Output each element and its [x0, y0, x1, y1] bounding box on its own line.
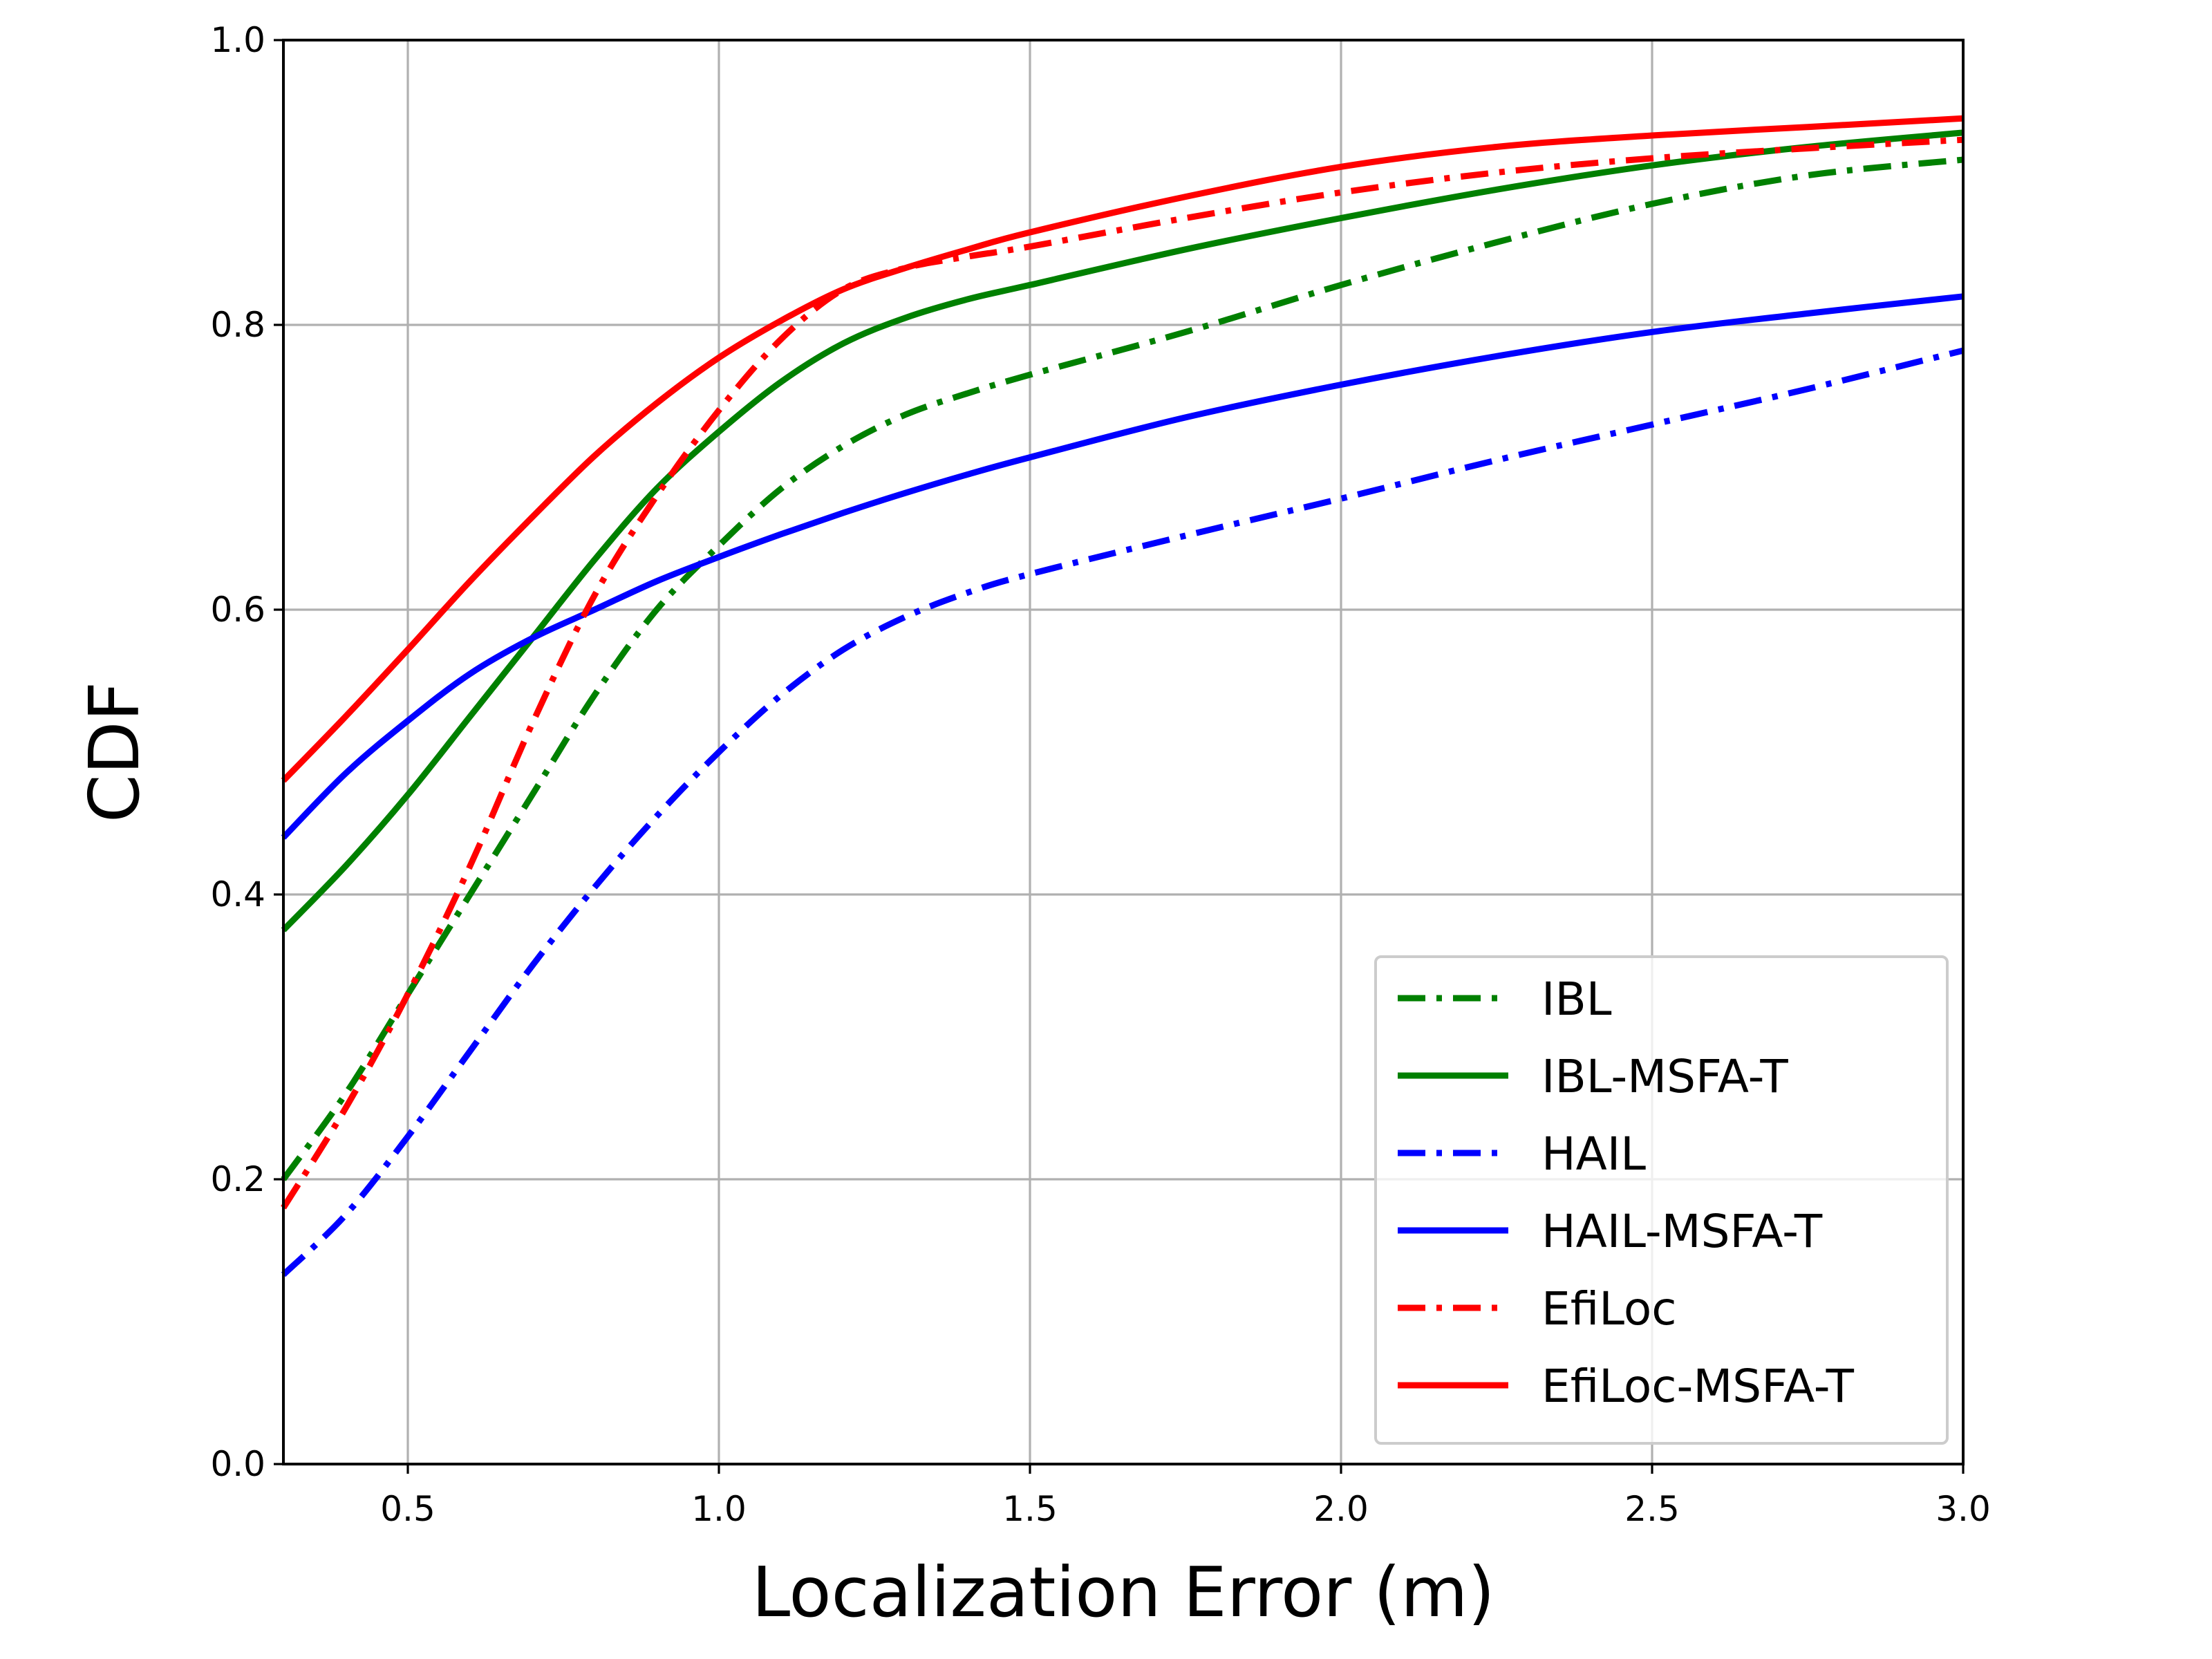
- legend-label: IBL-MSFA-T: [1541, 1050, 1788, 1103]
- series-line-ibl: [281, 156, 1964, 1181]
- legend-item-ibl-msfa-t: IBL-MSFA-T: [1398, 1050, 1788, 1103]
- axis-ticks: 0.5 1.0 1.5 2.0 2.5 3.0 0.0 0.2 0.4 0.6 0.8 1.0: [210, 20, 1990, 1529]
- legend-label: HAIL-MSFA-T: [1541, 1205, 1823, 1258]
- legend-label: IBL: [1541, 973, 1612, 1026]
- legend-label: EfiLoc-MSFA-T: [1541, 1360, 1855, 1413]
- y-axis-title: CDF: [74, 682, 155, 823]
- x-tick-label: 3.0: [1936, 1489, 1991, 1529]
- y-tick-label: 0.2: [210, 1159, 265, 1199]
- legend: IBL IBL-MSFA-T HAIL HAIL-MSFA-T EfiLoc EfiLoc…: [1374, 955, 1949, 1445]
- y-tick-label: 0.0: [210, 1444, 265, 1484]
- y-tick-label: 0.6: [210, 590, 265, 630]
- x-tick-label: 1.5: [1002, 1489, 1058, 1529]
- x-axis-title: Localization Error (m): [751, 1552, 1494, 1633]
- y-tick-label: 0.8: [210, 305, 265, 345]
- legend-items: IBL IBL-MSFA-T HAIL HAIL-MSFA-T EfiLoc EfiLoc…: [1398, 973, 1855, 1413]
- series-lines: [281, 115, 1965, 1277]
- legend-box: [1374, 955, 1949, 1445]
- legend-item-hail-msfa-t: HAIL-MSFA-T: [1398, 1205, 1823, 1258]
- x-tick-label: 2.0: [1313, 1489, 1369, 1529]
- y-tick-label: 0.4: [210, 874, 265, 915]
- series-line-efiloc-msfa-t: [281, 115, 1964, 783]
- y-tick-label: 1.0: [210, 20, 265, 60]
- legend-item-ibl: IBL: [1398, 973, 1612, 1026]
- series-line-hail: [281, 347, 1965, 1277]
- legend-item-efiloc: EfiLoc: [1398, 1282, 1677, 1335]
- series-line-hail-msfa-t: [281, 293, 1964, 840]
- x-tick-label: 2.5: [1624, 1489, 1680, 1529]
- x-tick-label: 1.0: [691, 1489, 747, 1529]
- legend-item-hail: HAIL: [1398, 1127, 1646, 1181]
- plot-frame: [282, 39, 1965, 1465]
- legend-label: HAIL: [1541, 1127, 1646, 1181]
- legend-label: EfiLoc: [1541, 1282, 1677, 1335]
- x-tick-label: 0.5: [380, 1489, 435, 1529]
- series-line-ibl-msfa-t: [281, 129, 1964, 932]
- legend-item-efiloc-msfa-t: EfiLoc-MSFA-T: [1398, 1360, 1855, 1413]
